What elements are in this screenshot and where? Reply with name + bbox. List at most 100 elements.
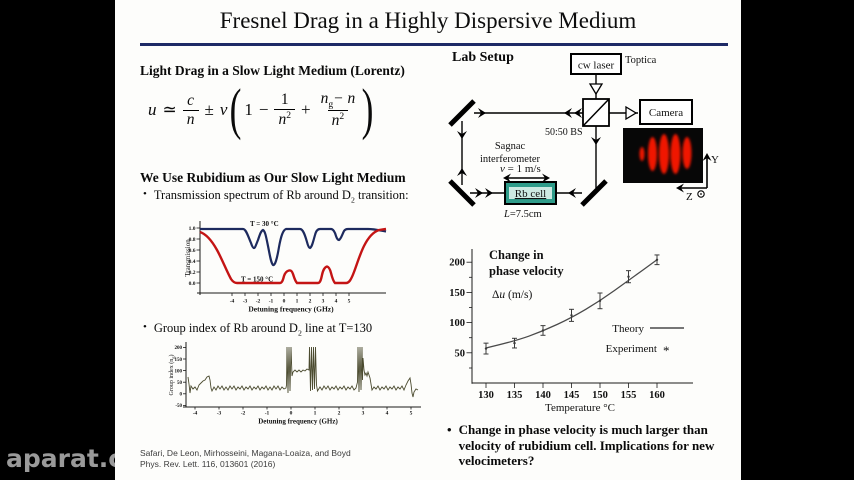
y-axis-arrow-icon (702, 153, 712, 161)
svg-text:145: 145 (564, 390, 580, 401)
svg-text:2: 2 (309, 299, 312, 305)
group-index-chart: -50 0 50 100 150 200 -4 -3 -2 -1 0 1 2 3… (168, 342, 421, 426)
rb-cell-label: Rb cell (515, 188, 546, 200)
eq-simeq: ≃ (162, 100, 177, 120)
svg-text:1: 1 (314, 411, 317, 417)
svg-text:0: 0 (290, 411, 293, 417)
svg-text:150: 150 (449, 288, 465, 299)
experiment-error-bars (483, 254, 660, 355)
svg-text:5: 5 (410, 411, 413, 417)
svg-text:-50: -50 (175, 404, 182, 409)
svg-text:1.0: 1.0 (189, 226, 196, 232)
x-ticks: -4 -3 -2 -1 0 1 2 3 4 5 (193, 407, 413, 417)
camera-box (639, 99, 693, 125)
cw-laser-label: cw laser (578, 60, 615, 72)
svg-text:200: 200 (175, 346, 183, 351)
bs-label: 50:50 BS (545, 127, 583, 138)
svg-text:160: 160 (649, 390, 665, 401)
heading-lab-setup: Lab Setup (452, 50, 514, 65)
transmission-chart: 0.0 0.2 0.4 0.6 0.8 1.0 -4 -3 -2 -1 0 1 … (184, 220, 387, 314)
mirror-top-left-icon (448, 99, 476, 127)
legend-experiment-marker-icon: * (663, 343, 670, 358)
mirror-bottom-left-icon (448, 179, 476, 207)
svg-text:50: 50 (455, 348, 466, 359)
curve-t150 (199, 227, 387, 285)
svg-text:150: 150 (592, 390, 608, 401)
svg-text:155: 155 (621, 390, 637, 401)
x-ticks: -4 -3 -2 -1 0 1 2 3 4 5 (230, 293, 351, 305)
svg-text:0.4: 0.4 (189, 259, 196, 265)
svg-text:4: 4 (335, 299, 338, 305)
cell-velocity-label: v = 1 m/s (500, 163, 541, 175)
curve-t30 (200, 227, 387, 267)
chart-title-line2: phase velocity (489, 264, 564, 278)
eq-v: v (219, 100, 228, 120)
svg-text:140: 140 (535, 390, 551, 401)
svg-text:-1: -1 (265, 411, 270, 417)
coordinate-axes (679, 156, 708, 189)
theory-curve (485, 259, 658, 349)
svg-text:3: 3 (322, 299, 325, 305)
mirrors (448, 99, 608, 207)
bullet-conclusion: • Change in phase velocity is much large… (447, 422, 715, 468)
title-underline (140, 43, 728, 46)
y-axis-label: Group index (ng) (168, 355, 176, 396)
eq-minus: − (258, 100, 269, 120)
cw-laser-box (570, 53, 622, 75)
svg-text:130: 130 (478, 390, 494, 401)
label-t30: T = 30 °C (250, 220, 279, 228)
svg-text:0.0: 0.0 (189, 281, 196, 287)
svg-text:0: 0 (283, 299, 286, 305)
presentation-slide: Fresnel Drag in a Highly Dispersive Medi… (115, 0, 741, 480)
bullet-group-index: • Group index of Rb around D2 line at T=… (143, 321, 373, 338)
chart-title-line1: Change in (489, 248, 544, 262)
heading-rubidium: We Use Rubidium as Our Slow Light Medium (140, 170, 406, 185)
y-ticks: -50 0 50 100 150 200 (175, 346, 186, 409)
eq-one: 1 (244, 100, 253, 120)
svg-text:0.6: 0.6 (189, 248, 196, 254)
direction-arrows (457, 108, 601, 198)
y-axis-label: Y (711, 154, 719, 166)
eq-frac-ng-n2: ng− n n2 (320, 90, 356, 130)
x-axis-label: Detuning frequency (GHz) (258, 418, 338, 426)
eq-frac-c-n: c n (182, 92, 199, 129)
label-t150: T = 150 °C (241, 276, 273, 284)
camera-label: Camera (649, 107, 683, 119)
svg-text:5: 5 (348, 299, 351, 305)
aparat-watermark: aparat.co (6, 444, 115, 473)
svg-text:0.8: 0.8 (189, 237, 196, 243)
rb-cell: Rb cell (504, 181, 557, 205)
cell-length-label: L=7.5cm (503, 209, 542, 220)
heading-light-drag: Light Drag in a Slow Light Medium (Loren… (140, 63, 405, 78)
svg-text:1: 1 (296, 299, 299, 305)
svg-text:150: 150 (175, 358, 183, 363)
svg-text:100: 100 (175, 369, 183, 374)
x-axis-label: Temperature °C (545, 402, 615, 414)
svg-text:3: 3 (362, 411, 365, 417)
legend-theory-label: Theory (612, 323, 644, 335)
lab-setup-diagram: cw laser Toptica 50:50 BS Camera Sagnac … (448, 53, 719, 220)
legend: Theory Experiment * (606, 323, 684, 358)
svg-text:-3: -3 (217, 411, 222, 417)
svg-text:4: 4 (386, 411, 389, 417)
toptica-label: Toptica (625, 55, 657, 66)
eq-u: u (148, 100, 157, 120)
svg-text:-1: -1 (269, 299, 274, 305)
z-axis-label: Z (686, 191, 693, 203)
svg-text:50: 50 (177, 381, 183, 386)
laser-beam-arrow-icon (588, 83, 604, 96)
svg-text:-2: -2 (241, 411, 246, 417)
sagnac-label-1: Sagnac (495, 141, 526, 152)
svg-text:-4: -4 (230, 299, 235, 305)
eq-plus: + (301, 100, 311, 120)
group-index-curve (187, 346, 419, 398)
eq-pm: ± (204, 100, 214, 120)
fringe-pattern-image (623, 128, 703, 183)
y-axis-label: Δu (m/s) (492, 289, 532, 301)
x-axis-label: Detuning frequency (GHz) (248, 305, 334, 314)
camera-beam-arrow-icon (625, 105, 638, 121)
svg-text:200: 200 (449, 258, 465, 269)
svg-text:0.2: 0.2 (189, 270, 196, 276)
phase-velocity-chart: 50 100 150 200 130 135 140 145 150 155 1… (449, 248, 693, 414)
eq-frac-1-n2: 1 n2 (274, 91, 296, 129)
